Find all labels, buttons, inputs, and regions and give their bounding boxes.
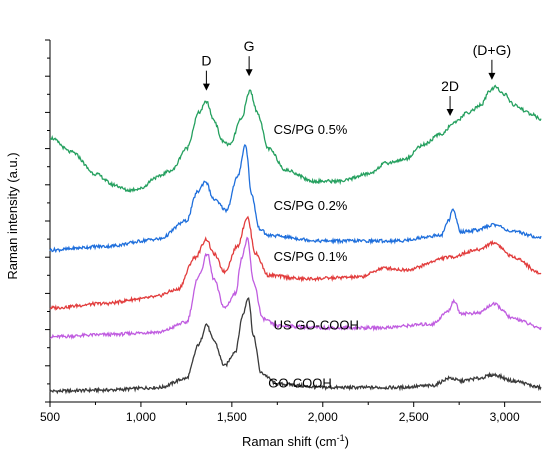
x-axis-title: Raman shift (cm-1)	[242, 433, 349, 449]
series-label: CS/PG 0.2%	[274, 198, 348, 213]
series-line	[49, 297, 542, 395]
series-line	[49, 84, 542, 194]
peak-label: G	[244, 38, 255, 54]
series-line	[49, 143, 542, 254]
peak-arrow-head	[488, 72, 496, 80]
y-axis-title: Raman intensity (a.u.)	[5, 152, 20, 279]
annotation-labels: CS/PG 0.5% CS/PG 0.2% CS/PG 0.1% US GO-COOH…	[201, 38, 511, 390]
x-tick-label: 1,000	[126, 410, 156, 424]
peak-label: D	[201, 53, 211, 69]
peak-arrow-head	[446, 109, 454, 117]
x-tick-label: 1,500	[217, 410, 247, 424]
series-label: GO-COOH	[268, 376, 332, 391]
series-line	[49, 236, 542, 340]
x-tick-label: 3,000	[490, 410, 520, 424]
peak-label: 2D	[441, 78, 459, 94]
series-label: CS/PG 0.5%	[274, 122, 348, 137]
series-label: US GO-COOH	[274, 318, 359, 333]
series-line	[49, 215, 542, 312]
x-tick-label: 500	[40, 410, 60, 424]
peak-label: (D+G)	[473, 42, 512, 58]
peak-arrow-head	[202, 83, 210, 91]
x-tick-label: 2,000	[308, 410, 338, 424]
peak-arrow-head	[245, 69, 253, 77]
series-lines	[49, 84, 542, 395]
series-label: CS/PG 0.1%	[274, 249, 348, 264]
axes: 500 1,000 1,500 2,000 2,500 3,000 Raman shift …	[5, 39, 541, 449]
x-tick-label: 2,500	[399, 410, 429, 424]
